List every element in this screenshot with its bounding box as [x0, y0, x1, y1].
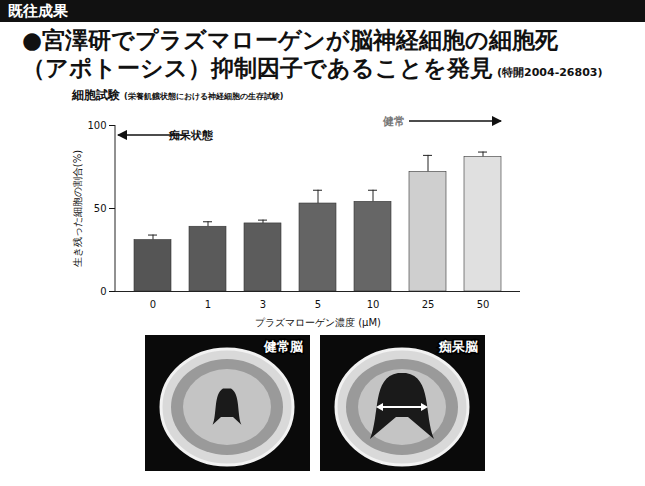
- svg-text:50: 50: [94, 203, 107, 214]
- svg-text:痴呆状態: 痴呆状態: [168, 129, 214, 142]
- svg-text:0: 0: [100, 286, 106, 297]
- html-text:既往成果: 既往成果: [8, 2, 68, 20]
- svg-text:0: 0: [150, 299, 156, 310]
- html-text:（アポトーシス）抑制因子であることを発見 (特開2004-2: （アポトーシス）抑制因子であることを発見 (特開2004-26803): [22, 55, 603, 81]
- svg-text:1: 1: [205, 299, 211, 310]
- svg-text:健常: 健常: [382, 115, 405, 128]
- html-text:●宮澤研でプラズマローゲンが脳神経細胞の細胞死: ●宮澤研でプラズマローゲンが脳神経細胞の細胞死: [22, 27, 559, 53]
- svg-text:痴呆脳: 痴呆脳: [438, 339, 478, 354]
- svg-text:100: 100: [87, 120, 106, 131]
- svg-text:25: 25: [422, 299, 435, 310]
- svg-text:3: 3: [260, 299, 266, 310]
- html-text:細胞試験 (栄養飢餓状態における神経細胞の生存試験): 細胞試験 (栄養飢餓状態における神経細胞の生存試験): [72, 88, 284, 102]
- svg-text:10: 10: [367, 299, 380, 310]
- svg-text:5: 5: [315, 299, 321, 310]
- svg-text:健常脳: 健常脳: [263, 339, 303, 354]
- svg-text:50: 50: [477, 299, 490, 310]
- svg-text:生き残った細胞の割合(%): 生き残った細胞の割合(%): [72, 150, 83, 267]
- svg-text:プラズマローゲン濃度 (μM): プラズマローゲン濃度 (μM): [255, 317, 381, 328]
